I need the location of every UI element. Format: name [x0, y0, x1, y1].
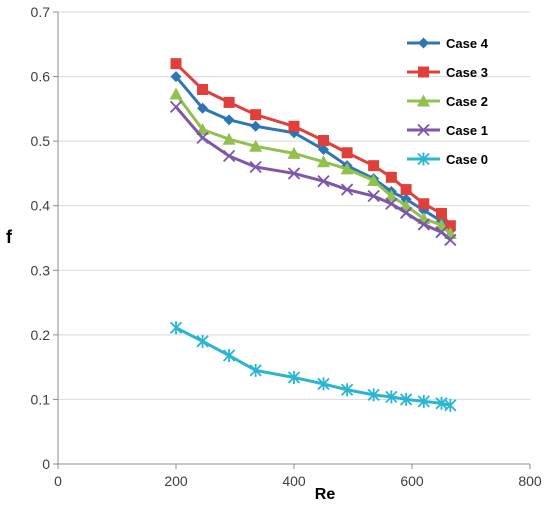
legend-item: Case 1	[407, 123, 488, 138]
data-point	[367, 388, 380, 402]
data-point	[288, 120, 300, 132]
data-point	[250, 109, 262, 121]
data-point	[417, 218, 430, 231]
y-axis-label: f	[6, 227, 13, 247]
data-point	[341, 147, 353, 159]
data-point	[317, 175, 330, 188]
data-point	[444, 220, 456, 232]
y-tick-labels: 0 0.1 0.2 0.3 0.4 0.5 0.6 0.7	[31, 4, 51, 472]
data-point	[197, 83, 209, 95]
data-point	[170, 58, 182, 70]
y-tick-label: 0.1	[31, 391, 51, 407]
data-point	[169, 321, 183, 335]
legend-marker	[417, 152, 430, 166]
data-point	[367, 189, 380, 203]
legend-item: Case 2	[407, 94, 488, 109]
data-point	[222, 349, 236, 363]
x-axis-label: Re	[315, 486, 336, 503]
data-point	[368, 160, 380, 172]
legend-item: Case 3	[407, 65, 488, 80]
data-point	[223, 114, 235, 126]
data-point	[340, 183, 354, 196]
data-point	[436, 207, 447, 219]
data-point	[318, 144, 329, 156]
data-point	[444, 398, 457, 412]
x-tick-label: 400	[282, 473, 306, 489]
x-tick-label: 600	[400, 473, 424, 489]
legend-marker	[418, 37, 429, 49]
data-point	[249, 160, 262, 174]
data-point	[444, 233, 457, 247]
data-point	[385, 171, 397, 183]
legend-label: Case 1	[446, 123, 488, 138]
y-tick-label: 0.7	[31, 4, 51, 20]
gridlines	[58, 11, 530, 400]
x-tick-labels: 0 200 400 600 800	[54, 473, 542, 489]
series-case-1	[169, 100, 457, 247]
data-point	[340, 383, 354, 397]
data-point	[385, 197, 398, 210]
data-point	[287, 146, 301, 159]
data-point	[399, 206, 413, 219]
data-point	[367, 174, 381, 187]
legend: Case 4 Case 3 Case 2 Case 1 Case 0	[407, 36, 489, 167]
legend-marker	[417, 94, 430, 107]
y-tick-label: 0.6	[31, 69, 51, 85]
y-tick-label: 0.5	[31, 133, 51, 149]
data-point	[417, 394, 430, 408]
x-tick-label: 0	[54, 473, 62, 489]
data-point	[340, 162, 354, 175]
series-line	[174, 105, 452, 242]
series-case-3	[170, 58, 456, 232]
data-point	[196, 131, 209, 145]
data-point	[399, 392, 413, 406]
y-tick-label: 0.2	[31, 327, 51, 343]
data-point	[169, 87, 183, 100]
data-point	[400, 184, 412, 196]
x-tick-label: 800	[518, 473, 542, 489]
legend-label: Case 2	[446, 94, 488, 109]
data-point	[197, 102, 209, 114]
legend-marker	[417, 123, 430, 137]
series-case-0	[169, 321, 457, 412]
y-tick-label: 0	[42, 456, 50, 472]
data-point	[418, 198, 430, 210]
axes	[53, 11, 531, 469]
data-point	[249, 363, 262, 377]
data-point	[384, 189, 398, 202]
y-tick-label: 0.4	[31, 198, 51, 214]
series-line	[175, 326, 451, 407]
data-point	[222, 149, 236, 163]
data-point	[385, 390, 398, 404]
data-point	[223, 96, 235, 108]
legend-item: Case 0	[407, 152, 488, 167]
data-point	[250, 120, 262, 132]
data-point	[287, 167, 301, 180]
legend-item: Case 4	[407, 36, 489, 51]
data-point	[249, 139, 263, 152]
data-point	[288, 127, 300, 139]
legend-label: Case 0	[446, 152, 488, 167]
data-point	[435, 218, 448, 231]
data-point	[317, 155, 330, 168]
legend-label: Case 4	[446, 36, 489, 51]
data-point	[222, 132, 236, 145]
data-point	[399, 199, 413, 212]
data-point	[317, 377, 330, 391]
data-point	[196, 334, 209, 348]
legend-label: Case 3	[446, 65, 488, 80]
data-point	[169, 100, 183, 114]
x-tick-label: 200	[164, 473, 188, 489]
y-tick-label: 0.3	[31, 262, 51, 278]
plot-series	[169, 58, 457, 412]
legend-marker	[418, 66, 429, 78]
data-point	[318, 134, 329, 146]
data-point	[170, 71, 182, 83]
data-point	[287, 370, 301, 384]
